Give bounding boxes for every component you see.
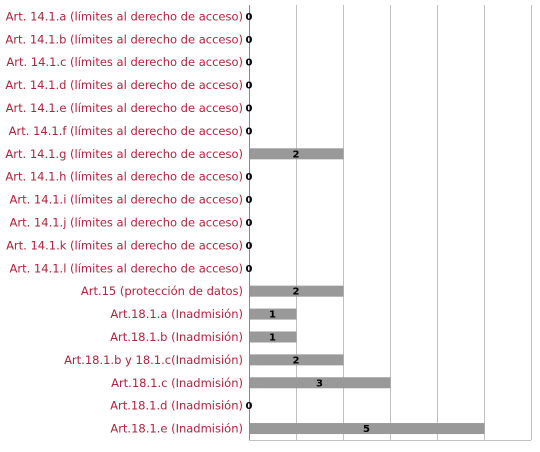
value-label: 0	[246, 104, 253, 115]
category-label: Art.18.1.d (Inadmisión)	[110, 399, 243, 413]
category-label: Art.18.1.e (Inadmisión)	[110, 422, 243, 436]
category-label: Art.18.1.a (Inadmisión)	[110, 307, 243, 321]
value-label: 0	[246, 35, 253, 46]
value-label: 0	[246, 12, 253, 23]
value-label: 2	[293, 149, 300, 160]
category-label: Art. 14.1.k (límites al derecho de acces…	[6, 238, 243, 252]
category-label: Art. 14.1.j (límites al derecho de acces…	[10, 216, 243, 230]
value-label: 1	[269, 310, 276, 321]
category-label: Art.15 (protección de datos)	[81, 284, 243, 298]
category-label: Art. 14.1.l (límites al derecho de acces…	[10, 261, 243, 275]
bar	[249, 331, 297, 343]
value-label: 2	[293, 355, 300, 366]
bar	[249, 148, 344, 160]
bar	[249, 377, 391, 389]
value-label: 3	[316, 378, 323, 389]
category-label: Art. 14.1.h (límites al derecho de acces…	[5, 170, 243, 184]
value-label: 0	[246, 126, 253, 137]
bar	[249, 285, 344, 297]
bars	[249, 148, 485, 435]
category-label: Art. 14.1.b (límites al derecho de acces…	[5, 32, 243, 46]
category-label: Art. 14.1.c (límites al derecho de acces…	[6, 55, 243, 69]
value-label: 0	[246, 195, 253, 206]
value-label: 1	[269, 332, 276, 343]
value-label: 2	[293, 287, 300, 298]
value-label: 0	[246, 218, 253, 229]
value-label: 0	[246, 172, 253, 183]
category-label: Art. 14.1.a (límites al derecho de acces…	[6, 9, 243, 23]
value-labels: 0 0 0 0 0 0 2 0 0 0 0 0 2 1 1 2 3 0 5	[246, 12, 371, 435]
bar	[249, 423, 485, 435]
gridlines	[296, 5, 532, 440]
category-label: Art. 14.1.g (límites al derecho de acces…	[5, 147, 243, 161]
bar	[249, 308, 297, 320]
category-label: Art. 14.1.f (límites al derecho de acces…	[9, 124, 243, 138]
value-label: 0	[246, 81, 253, 92]
category-labels: Art. 14.1.a (límites al derecho de acces…	[5, 9, 243, 435]
category-label: Art.18.1.c (Inadmisión)	[111, 376, 243, 390]
value-label: 0	[246, 401, 253, 412]
axes	[249, 5, 531, 441]
category-label: Art. 14.1.i (límites al derecho de acces…	[10, 193, 243, 207]
category-label: Art.18.1.b y 18.1.c(Inadmisión)	[64, 353, 243, 367]
value-label: 0	[246, 58, 253, 69]
value-label: 0	[246, 241, 253, 252]
value-label: 0	[246, 264, 253, 275]
category-label: Art.18.1.b (Inadmisión)	[110, 330, 243, 344]
category-label: Art. 14.1.d (límites al derecho de acces…	[5, 78, 243, 92]
value-label: 5	[363, 424, 370, 435]
category-label: Art. 14.1.e (límites al derecho de acces…	[6, 101, 243, 115]
bar	[249, 354, 344, 366]
